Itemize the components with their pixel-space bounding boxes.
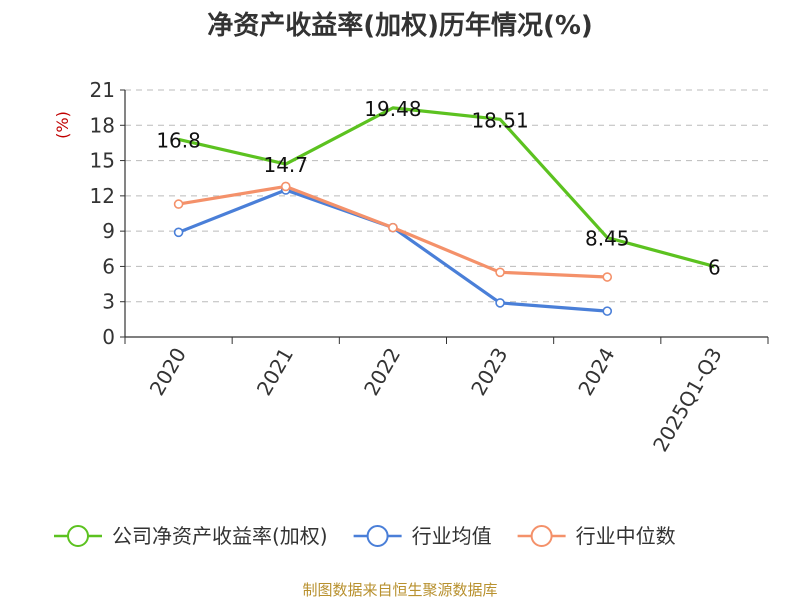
x-tick-label: 2023 — [466, 344, 512, 400]
legend-label: 行业中位数 — [576, 524, 676, 548]
legend: 公司净资产收益率(加权) 行业均值 行业中位数 — [54, 524, 676, 548]
legend-marker — [530, 525, 553, 547]
data-point — [388, 222, 398, 233]
legend-item-1: 行业均值 — [353, 524, 492, 548]
series-group — [173, 106, 715, 316]
series-line — [178, 106, 715, 268]
y-tick-label: 3 — [102, 290, 115, 314]
data-label: 8.45 — [585, 227, 630, 251]
data-label: 14.7 — [263, 153, 308, 177]
legend-marker — [67, 525, 89, 547]
data-label: 19.48 — [364, 97, 421, 121]
legend-item-2: 行业中位数 — [517, 524, 676, 548]
data-point — [280, 181, 291, 192]
y-tick-label: 18 — [90, 113, 115, 137]
x-tick-label: 2021 — [252, 344, 298, 400]
data-label: 18.51 — [471, 108, 528, 132]
data-point — [173, 227, 184, 238]
data-label: 16.8 — [156, 128, 201, 152]
source-note: 制图数据来自恒生聚源数据库 — [302, 581, 497, 599]
y-tick-label: 15 — [90, 149, 115, 173]
data-point — [173, 199, 184, 209]
data-point — [495, 298, 505, 308]
data-point — [495, 267, 505, 278]
legend-marker — [366, 525, 389, 547]
series-2 — [173, 181, 613, 282]
y-tick-label: 21 — [90, 78, 115, 102]
chart-title: 净资产收益率(加权)历年情况(%) — [207, 10, 593, 41]
series-0 — [178, 106, 715, 268]
data-labels: 16.8 14.7 19.48 18.51 8.45 6 — [156, 97, 720, 280]
legend-item-0: 公司净资产收益率(加权) — [54, 524, 328, 548]
x-tick-label: 2022 — [359, 344, 405, 400]
x-tick-label: 2025Q1-Q3 — [648, 344, 727, 456]
y-tick-label: 12 — [90, 184, 115, 208]
y-tick-label: 6 — [102, 254, 115, 278]
x-tick-label: 2024 — [573, 344, 619, 400]
series-line — [177, 188, 608, 313]
data-label: 6 — [708, 255, 721, 279]
data-point — [602, 306, 613, 316]
y-axis-label: (%) — [53, 111, 72, 139]
data-point — [602, 272, 613, 282]
y-tick-label: 9 — [102, 219, 115, 243]
legend-label: 行业均值 — [412, 524, 492, 548]
legend-label: 公司净资产收益率(加权) — [112, 524, 328, 548]
x-tick-label: 2020 — [145, 344, 191, 400]
series-1 — [173, 185, 613, 316]
y-tick-label: 0 — [102, 325, 115, 349]
